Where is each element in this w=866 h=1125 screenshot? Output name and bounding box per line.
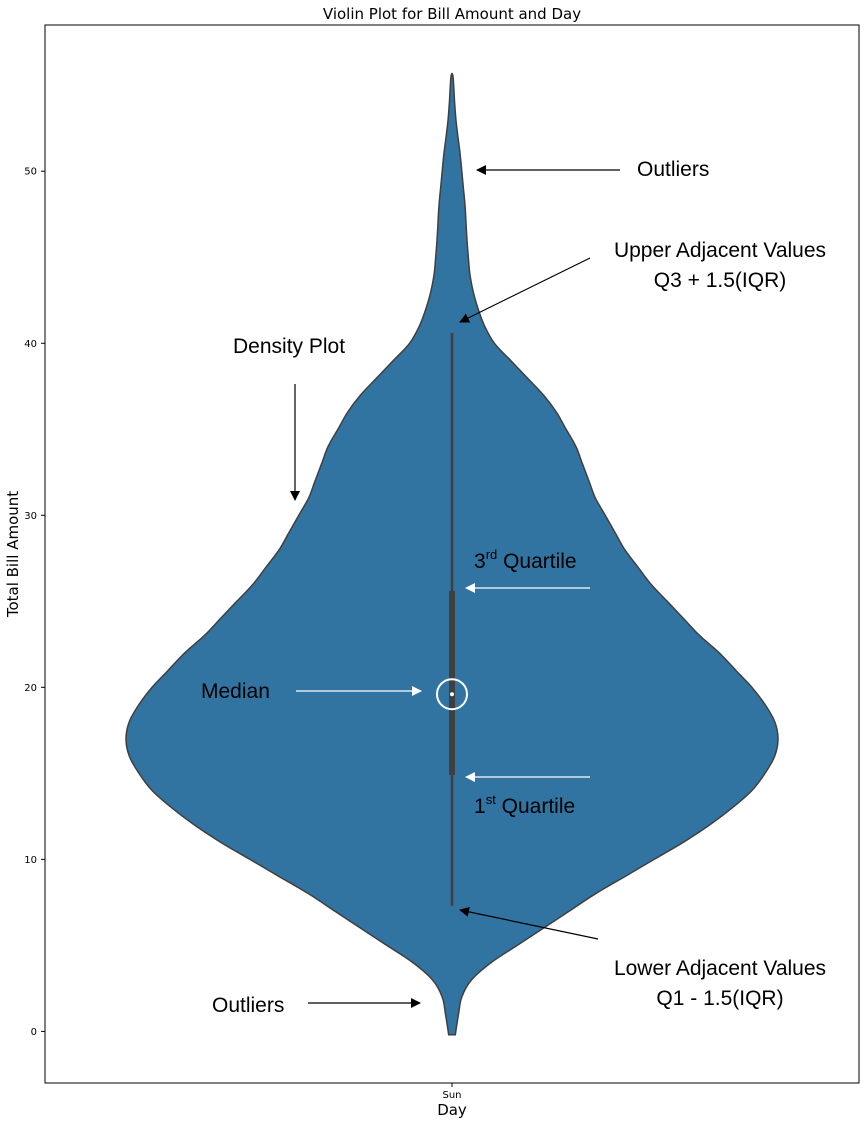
y-axis-label: Total Bill Amount [4,491,22,618]
annotation-label: 3rd Quartile [474,547,577,573]
x-axis: Sun [442,1083,462,1101]
y-tick-label: 30 [24,511,37,522]
annotation-upper-adjacent: Upper Adjacent Values Q3 + 1.5(IQR) [459,239,826,323]
annotation-label: Q1 - 1.5(IQR) [656,987,783,1010]
chart-title: Violin Plot for Bill Amount and Day [323,5,581,23]
annotation-arrow [459,257,591,323]
annotation-q3: 3rd Quartile [465,547,590,593]
y-tick-label: 0 [31,1027,37,1038]
y-tick-label: 50 [24,167,37,178]
median-marker [450,692,454,697]
annotation-outliers-top: Outliers [476,158,709,181]
annotation-arrow [459,906,599,940]
annotation-label: Density Plot [233,335,345,358]
annotation-outliers-bottom: Outliers [212,994,421,1017]
annotation-label: Median [201,680,270,703]
median-highlight-circle [436,678,468,711]
annotation-lower-adjacent: Lower Adjacent Values Q1 - 1.5(IQR) [459,906,826,1010]
annotations: Outliers Upper Adjacent Values Q3 + 1.5(IQ… [201,158,826,1017]
annotation-q1: 1st Quartile [465,772,590,818]
y-tick-label: 10 [24,855,37,866]
annotation-label: Q3 + 1.5(IQR) [654,269,786,292]
annotation-label: Outliers [212,994,284,1017]
y-tick-label: 20 [24,683,37,694]
annotation-label: 1st Quartile [474,792,575,818]
x-axis-label: Day [437,1101,467,1119]
annotation-label: Lower Adjacent Values [614,957,826,980]
y-axis: 0 10 20 30 40 50 [24,167,45,1038]
annotation-density: Density Plot [233,335,345,501]
x-tick-label: Sun [442,1090,461,1101]
plot-area [44,24,860,1084]
y-tick-label: 40 [24,339,37,350]
annotation-label: Outliers [637,158,709,181]
annotation-label: Upper Adjacent Values [614,239,826,262]
annotation-median: Median [201,680,422,703]
